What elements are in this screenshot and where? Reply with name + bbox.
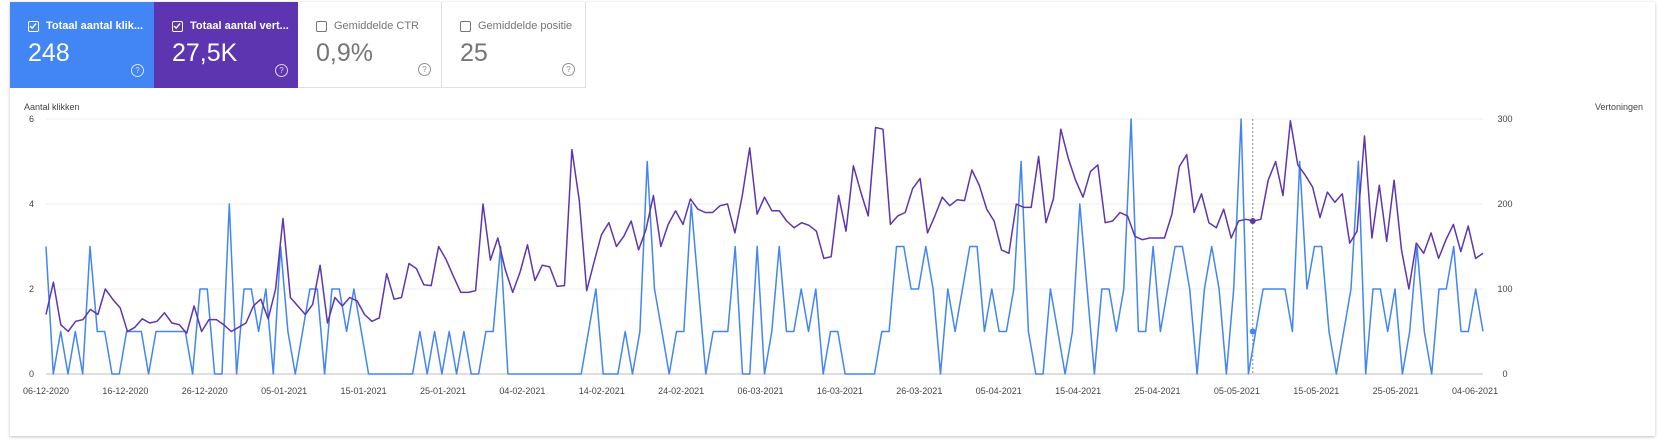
clicks-hover-point — [1249, 328, 1256, 335]
impressions-hover-point — [1249, 218, 1256, 224]
y-right-tick-label: 300 — [1497, 114, 1512, 124]
x-tick-label: 24-02-2021 — [658, 386, 704, 396]
question-circle-icon[interactable]: ? — [275, 64, 288, 77]
metric-card-ctr[interactable]: Gemiddelde CTR 0,9% ? — [298, 2, 442, 88]
x-tick-label: 26-12-2020 — [182, 386, 228, 396]
metric-card-position[interactable]: Gemiddelde positie 25 ? — [442, 2, 586, 88]
performance-chart-panel: Totaal aantal klik... 248 ? Totaal aanta… — [10, 2, 1655, 436]
x-tick-label: 25-04-2021 — [1134, 386, 1180, 396]
question-circle-icon[interactable]: ? — [418, 63, 431, 76]
metric-label: Gemiddelde CTR — [334, 20, 419, 32]
x-tick-label: 05-01-2021 — [261, 386, 307, 396]
y-right-tick-label: 200 — [1497, 199, 1512, 209]
y-left-tick-label: 6 — [29, 114, 34, 124]
x-tick-label: 14-02-2021 — [579, 386, 625, 396]
y-left-tick-label: 4 — [29, 199, 34, 209]
checkbox-unchecked-icon[interactable] — [316, 21, 327, 32]
x-tick-label: 05-04-2021 — [976, 386, 1022, 396]
x-tick-label: 15-04-2021 — [1055, 386, 1101, 396]
checkbox-checked-icon[interactable] — [172, 21, 183, 32]
metric-label: Totaal aantal vert... — [190, 20, 289, 32]
metric-card-impressions[interactable]: Totaal aantal vert... 27,5K ? — [154, 2, 298, 88]
y-left-tick-label: 0 — [29, 369, 34, 379]
metric-card-clicks[interactable]: Totaal aantal klik... 248 ? — [10, 2, 154, 88]
metric-label: Gemiddelde positie — [478, 20, 573, 32]
impressions-line — [45, 119, 1484, 334]
metric-label: Totaal aantal klik... — [46, 20, 143, 32]
metric-value: 0,9% — [316, 39, 373, 67]
clicks-line — [45, 118, 1484, 375]
checkbox-checked-icon[interactable] — [28, 21, 39, 32]
metric-cards: Totaal aantal klik... 248 ? Totaal aanta… — [10, 2, 586, 88]
metric-value: 25 — [460, 39, 488, 67]
x-tick-label: 05-05-2021 — [1214, 386, 1260, 396]
x-tick-label: 04-06-2021 — [1452, 386, 1498, 396]
x-tick-label: 16-12-2020 — [102, 386, 148, 396]
y-axis-right-title: Vertoningen — [1594, 102, 1643, 112]
checkbox-unchecked-icon[interactable] — [460, 21, 471, 32]
x-tick-label: 04-02-2021 — [499, 386, 545, 396]
x-tick-label: 26-03-2021 — [896, 386, 942, 396]
metric-value: 248 — [28, 39, 70, 67]
x-tick-label: 15-05-2021 — [1293, 386, 1339, 396]
metric-value: 27,5K — [172, 39, 238, 67]
x-tick-label: 06-03-2021 — [738, 386, 784, 396]
x-tick-label: 16-03-2021 — [817, 386, 863, 396]
question-circle-icon[interactable]: ? — [131, 64, 144, 77]
y-axis-left-title: Aantal klikken — [24, 102, 80, 112]
y-right-tick-label: 0 — [1502, 369, 1507, 379]
line-chart[interactable]: 0 2 4 6 0 100 200 300 06-12-2020 16-12-2020 26-12-… — [10, 106, 1655, 436]
x-tick-label: 15-01-2021 — [341, 386, 387, 396]
x-tick-label: 25-01-2021 — [420, 386, 466, 396]
y-left-tick-label: 2 — [29, 284, 34, 294]
y-right-tick-label: 100 — [1497, 284, 1512, 294]
question-circle-icon[interactable]: ? — [562, 63, 575, 76]
x-tick-label: 25-05-2021 — [1373, 386, 1419, 396]
x-tick-label: 06-12-2020 — [23, 386, 69, 396]
